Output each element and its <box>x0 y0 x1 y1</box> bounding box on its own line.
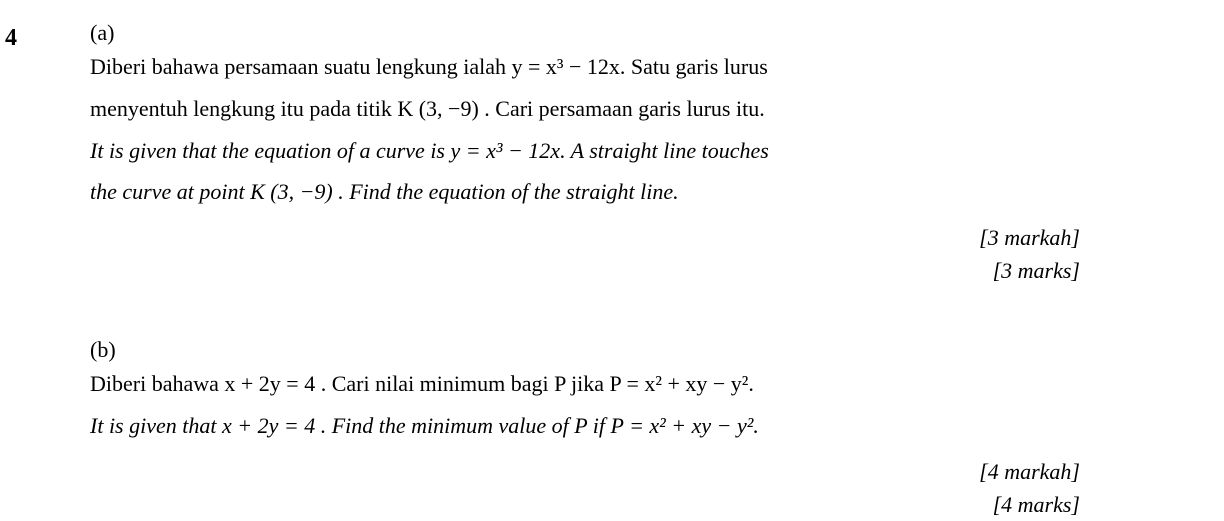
part-b-marks-english: [4 marks] <box>90 488 1080 521</box>
part-b-line2: It is given that x + 2y = 4 . Find the m… <box>90 405 1110 447</box>
part-a-marks-english: [3 marks] <box>90 254 1080 287</box>
part-a-body: Diberi bahawa persamaan suatu lengkung i… <box>90 46 1110 287</box>
part-a-marks: [3 markah] [3 marks] <box>90 221 1110 287</box>
part-a-line3: It is given that the equation of a curve… <box>90 130 1110 172</box>
part-a-marks-malay: [3 markah] <box>90 221 1080 254</box>
part-b-label: (b) <box>90 337 140 363</box>
part-b-line1: Diberi bahawa x + 2y = 4 . Cari nilai mi… <box>90 363 1110 405</box>
part-a-label: (a) <box>90 20 140 46</box>
part-b-marks-malay: [4 markah] <box>90 455 1080 488</box>
part-a-line1: Diberi bahawa persamaan suatu lengkung i… <box>90 46 1110 88</box>
part-a: (a) Diberi bahawa persamaan suatu lengku… <box>90 20 1164 287</box>
question-number: 4 <box>5 25 17 52</box>
question-content: (a) Diberi bahawa persamaan suatu lengku… <box>90 20 1164 521</box>
part-a-line4: the curve at point K (3, −9) . Find the … <box>90 171 1110 213</box>
part-a-line2: menyentuh lengkung itu pada titik K (3, … <box>90 88 1110 130</box>
part-b: (b) Diberi bahawa x + 2y = 4 . Cari nila… <box>90 337 1164 521</box>
part-b-body: Diberi bahawa x + 2y = 4 . Cari nilai mi… <box>90 363 1110 521</box>
